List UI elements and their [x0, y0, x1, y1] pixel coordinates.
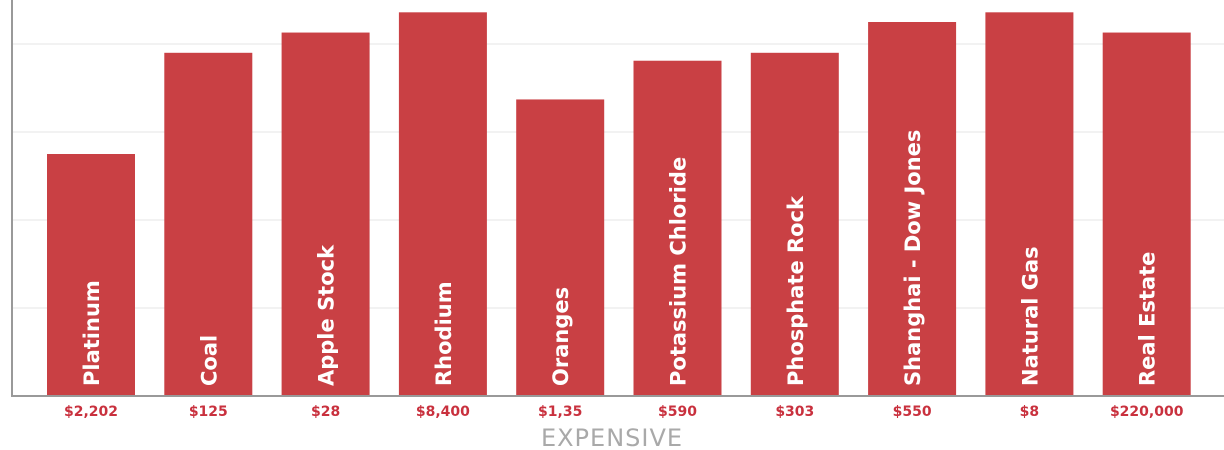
price-label: $8 [1020, 404, 1039, 420]
bar-label: Real Estate [1136, 252, 1160, 386]
bar-label: Oranges [549, 287, 573, 386]
bar-label: Coal [197, 335, 221, 386]
bar [281, 32, 370, 397]
bar [47, 154, 135, 396]
price-label: $28 [311, 404, 340, 420]
bar [750, 52, 839, 397]
price-labels: $2,202 $125 $28 $8,400 $1,35 $590 $303 $550 $8 $2… [64, 404, 1184, 420]
bar [398, 12, 487, 396]
bar [516, 99, 605, 396]
bars: Platinum Coal Apple Stock Rhodium Oranges Pot… [47, 12, 1191, 397]
price-label: $2,202 [64, 404, 118, 420]
bar-label: Apple Stock [315, 244, 339, 386]
price-label: $1,35 [538, 404, 582, 420]
bar-label: Natural Gas [1018, 246, 1042, 386]
axes [11, 0, 1224, 397]
bar-label: Phosphate Rock [784, 195, 808, 386]
bar-label: Platinum [80, 280, 104, 386]
price-label: $8,400 [416, 404, 470, 420]
bar-label: Rhodium [432, 281, 456, 386]
price-label: $125 [189, 404, 228, 420]
price-label: $590 [658, 404, 697, 420]
bar [164, 52, 253, 397]
price-label: $220,000 [1110, 404, 1184, 420]
bar-label: Potassium Chloride [667, 157, 691, 386]
price-label: $550 [893, 404, 932, 420]
bar [1102, 32, 1191, 397]
bar [985, 12, 1074, 396]
price-label: $303 [775, 404, 814, 420]
bar [868, 22, 957, 396]
x-axis-title: EXPENSIVE [541, 424, 683, 450]
bar-label: Shanghai - Dow Jones [901, 130, 925, 386]
bar [633, 60, 722, 396]
